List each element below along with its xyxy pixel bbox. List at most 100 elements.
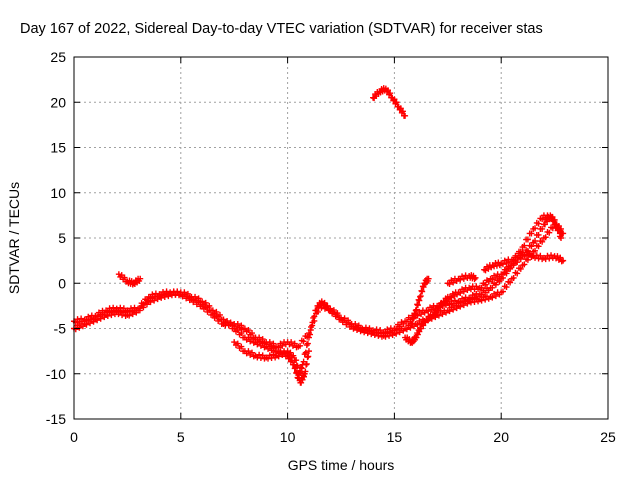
data-point (304, 333, 311, 340)
data-point (492, 281, 499, 288)
data-point (407, 324, 414, 331)
data-point (293, 357, 300, 364)
data-point (507, 265, 514, 272)
data-point (411, 310, 418, 317)
data-point (418, 311, 425, 318)
data-point (549, 213, 556, 220)
data-point (457, 276, 464, 283)
y-tick-label: -10 (46, 366, 66, 382)
data-point (266, 339, 273, 346)
data-point (537, 252, 544, 259)
data-point (288, 339, 295, 346)
data-point (241, 325, 248, 332)
data-point (302, 368, 309, 375)
data-point (416, 328, 423, 335)
data-point (294, 363, 301, 370)
data-point (478, 291, 485, 298)
data-point (450, 306, 457, 313)
data-point (94, 313, 101, 320)
x-axis-label: GPS time / hours (288, 457, 395, 473)
data-point (393, 325, 400, 332)
data-point (403, 326, 410, 333)
data-series-track-7 (408, 275, 432, 327)
data-point (300, 373, 307, 380)
data-point (482, 281, 489, 288)
data-point (425, 275, 432, 282)
axis-ticks: 0 5 10 15 20 25 -15 -10 -5 0 5 10 15 20 25 (46, 49, 616, 445)
data-point (539, 238, 546, 245)
data-point (287, 349, 294, 356)
data-point (413, 334, 420, 341)
data-point (275, 344, 282, 351)
data-point (418, 325, 425, 332)
data-point (184, 293, 191, 300)
data-point (414, 331, 421, 338)
data-point (535, 220, 542, 227)
data-point (397, 105, 404, 112)
data-point (482, 289, 489, 296)
data-point (393, 99, 400, 106)
data-point (245, 334, 252, 341)
data-point (557, 254, 564, 261)
data-point (420, 322, 427, 329)
data-point (293, 362, 300, 369)
data-point (213, 313, 220, 320)
data-point (489, 284, 496, 291)
data-point (457, 290, 464, 297)
data-point (120, 305, 127, 312)
data-point (414, 302, 421, 309)
data-point (323, 303, 330, 310)
data-points (71, 85, 567, 386)
data-point (503, 260, 510, 267)
data-point (535, 231, 542, 238)
data-point (524, 236, 531, 243)
grid (74, 57, 608, 419)
data-point (147, 294, 154, 301)
data-point (307, 327, 314, 333)
data-point (499, 288, 506, 295)
data-point (136, 305, 143, 312)
data-point (425, 308, 432, 315)
data-point (551, 216, 558, 223)
x-tick-label: 25 (600, 429, 616, 445)
data-point (402, 112, 409, 119)
data-point (510, 262, 517, 269)
data-point (435, 307, 442, 314)
data-point (478, 297, 485, 304)
data-point (391, 96, 398, 103)
data-point (199, 302, 206, 309)
data-point (528, 243, 535, 250)
data-point (412, 311, 419, 318)
data-point (270, 340, 277, 347)
data-point (314, 308, 321, 315)
data-point (300, 358, 307, 365)
data-point (521, 242, 528, 249)
data-point (503, 268, 510, 275)
data-point (403, 318, 410, 325)
data-point (304, 340, 311, 347)
data-point (539, 216, 546, 223)
data-point (143, 297, 150, 304)
data-series-track-9 (481, 249, 567, 274)
data-point (489, 276, 496, 283)
data-point (216, 316, 223, 323)
data-point (560, 257, 567, 264)
data-point (249, 349, 255, 356)
data-point (544, 218, 551, 225)
data-point (130, 280, 137, 287)
data-point (507, 279, 514, 286)
data-point (423, 316, 430, 323)
data-point (457, 299, 464, 306)
data-point (528, 230, 535, 237)
data-point (558, 225, 565, 232)
data-point (202, 304, 209, 311)
data-point (238, 322, 245, 329)
data-point (298, 379, 305, 386)
data-point (542, 234, 549, 241)
data-point (298, 365, 305, 372)
data-point (275, 353, 282, 360)
data-point (386, 328, 393, 335)
y-axis-label: SDTVAR / TECUs (6, 182, 22, 294)
x-tick-label: 15 (387, 429, 403, 445)
